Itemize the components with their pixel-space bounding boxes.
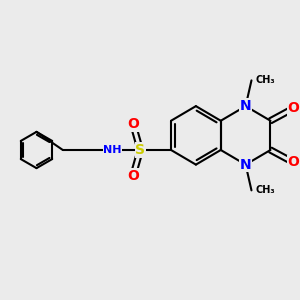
Text: CH₃: CH₃ xyxy=(256,75,275,85)
Text: O: O xyxy=(127,117,139,131)
Text: NH: NH xyxy=(103,145,122,155)
Text: N: N xyxy=(240,99,251,113)
Text: O: O xyxy=(287,101,299,116)
Text: CH₃: CH₃ xyxy=(256,185,275,195)
Text: N: N xyxy=(240,158,251,172)
Text: O: O xyxy=(287,155,299,169)
Text: S: S xyxy=(135,143,145,157)
Text: O: O xyxy=(127,169,139,183)
